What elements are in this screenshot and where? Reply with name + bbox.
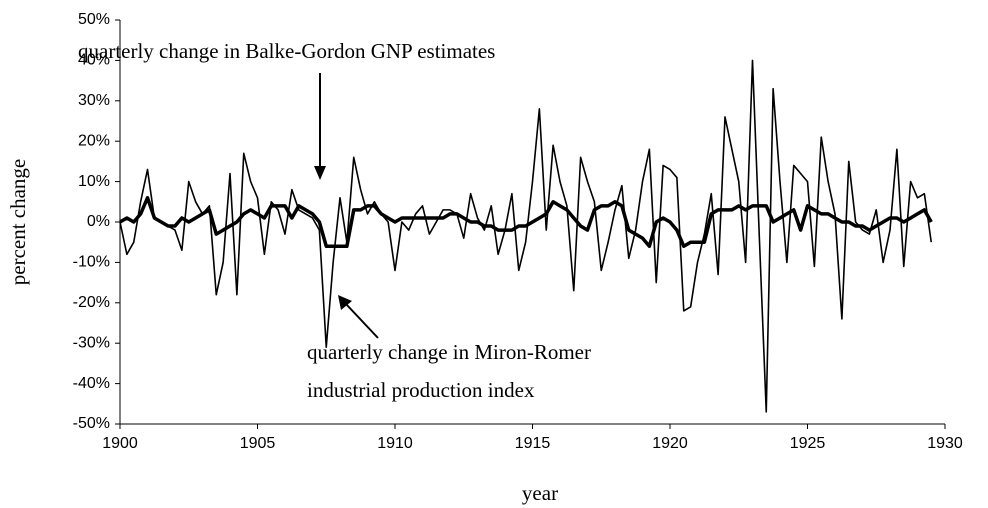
y-tick-label: 40% [78,52,110,69]
x-tick-label: 1915 [515,435,551,452]
y-axis-title: percent change [6,159,30,286]
x-tick-label: 1905 [240,435,276,452]
y-tick-label: -40% [73,375,110,392]
y-tick-label: 30% [78,92,110,109]
y-tick-label: 10% [78,173,110,190]
arrow-head [314,166,326,180]
arrow [345,303,379,339]
x-tick-label: 1930 [927,435,963,452]
y-tick-label: 0% [87,213,110,230]
annotation: quarterly change in Balke-Gordon GNP est… [78,39,495,63]
x-tick-label: 1920 [652,435,688,452]
y-tick-label: -50% [73,415,110,432]
y-tick-label: 20% [78,132,110,149]
annotation: quarterly change in Miron-Romer [307,340,591,364]
x-axis-title: year [522,481,558,505]
x-tick-label: 1925 [790,435,826,452]
x-tick-label: 1910 [377,435,413,452]
y-tick-label: 50% [78,11,110,28]
y-tick-label: -20% [73,294,110,311]
x-tick-label: 1900 [102,435,138,452]
arrow-head [338,295,352,310]
y-tick-label: -10% [73,254,110,271]
series-line [119,59,933,413]
series-line [119,196,933,248]
y-tick-label: -30% [73,334,110,351]
annotation: industrial production index [307,378,535,402]
